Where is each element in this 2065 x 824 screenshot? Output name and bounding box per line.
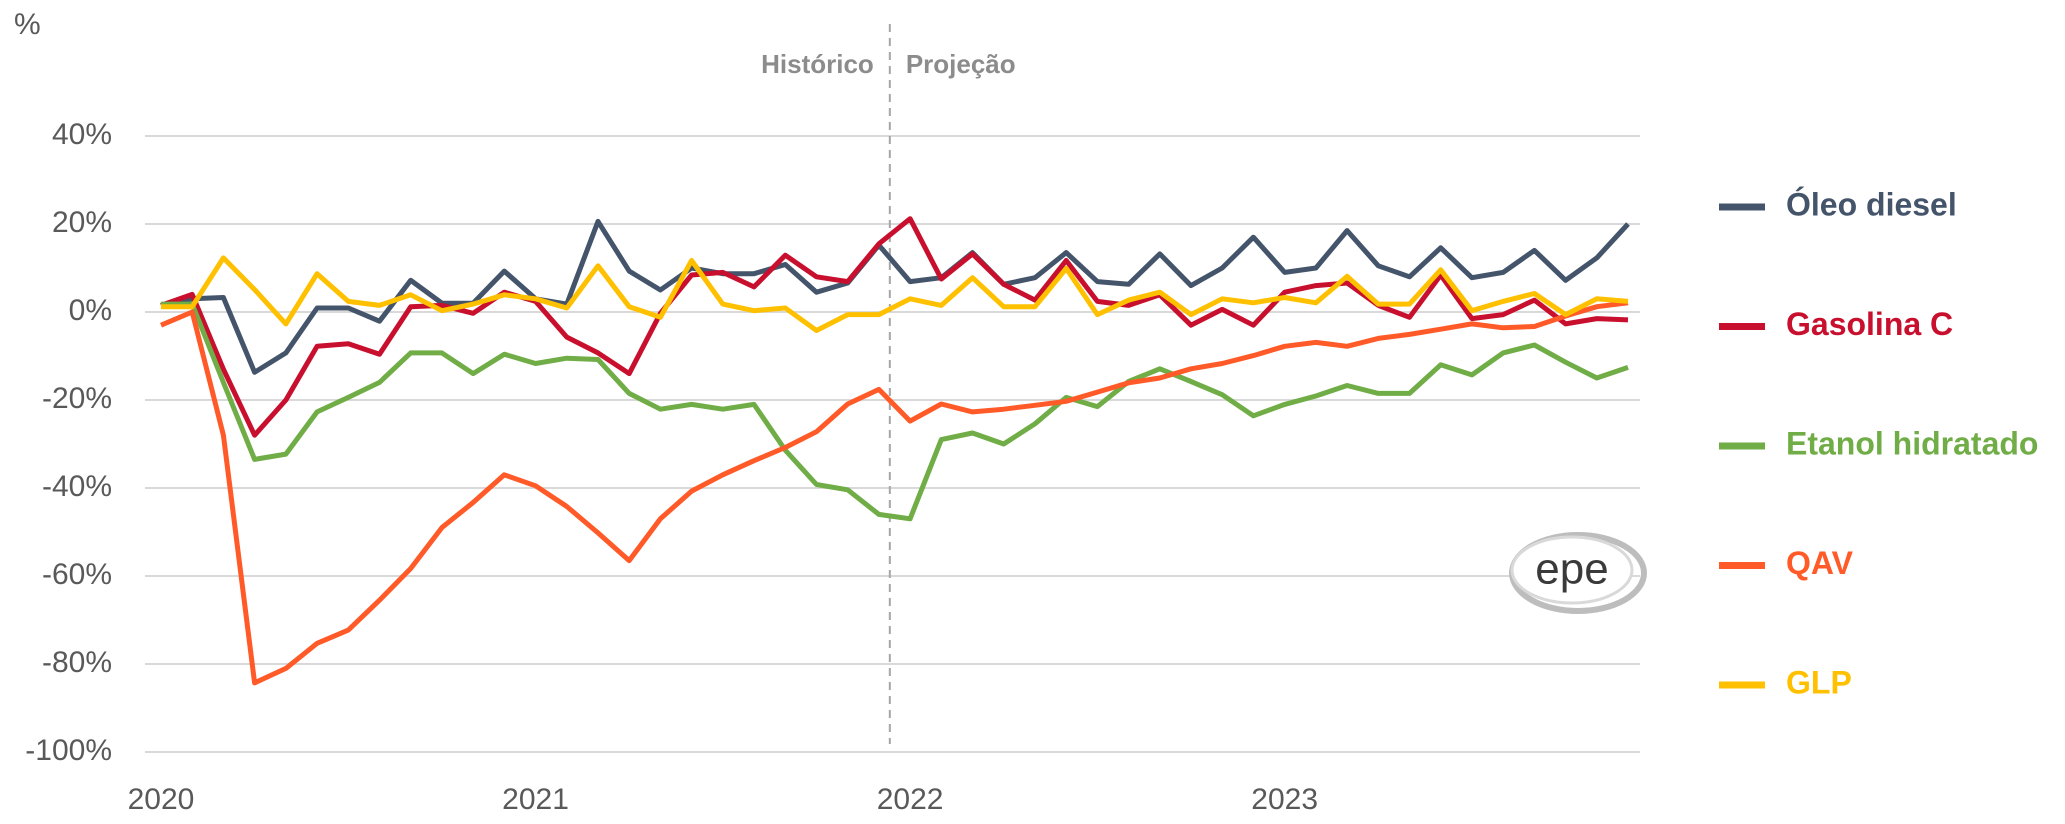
- y-tick-label: 20%: [52, 206, 112, 239]
- series-line: [160, 218, 1630, 375]
- series-line: [160, 216, 1629, 438]
- x-tick-label: 2023: [1251, 783, 1318, 816]
- y-axis-label: %: [14, 8, 41, 41]
- legend-label: GLP: [1786, 664, 1852, 700]
- legend-label: Gasolina C: [1786, 306, 1953, 342]
- x-tick-label: 2022: [877, 783, 944, 816]
- annotation: Histórico: [761, 49, 874, 79]
- series-line: [161, 255, 1629, 333]
- y-tick-label: -40%: [42, 470, 112, 503]
- annotation: Projeção: [906, 49, 1016, 79]
- logo-text: epe: [1535, 545, 1608, 594]
- y-tick-label: -100%: [25, 734, 112, 767]
- series-line: [161, 301, 1629, 522]
- x-tick-label: 2021: [502, 783, 569, 816]
- legend-label: QAV: [1786, 545, 1854, 581]
- x-tick-label: 2020: [128, 783, 195, 816]
- legend-label: Óleo diesel: [1786, 186, 1957, 222]
- logo: epe: [1509, 532, 1647, 614]
- y-tick-label: 40%: [52, 118, 112, 151]
- y-tick-label: -80%: [42, 646, 112, 679]
- y-tick-label: -20%: [42, 382, 112, 415]
- logo-ring: [1510, 535, 1634, 605]
- y-tick-label: 0%: [69, 294, 112, 327]
- y-tick-label: -60%: [42, 558, 112, 591]
- legend-label: Etanol hidratado: [1786, 425, 2038, 461]
- series-line: [160, 300, 1629, 686]
